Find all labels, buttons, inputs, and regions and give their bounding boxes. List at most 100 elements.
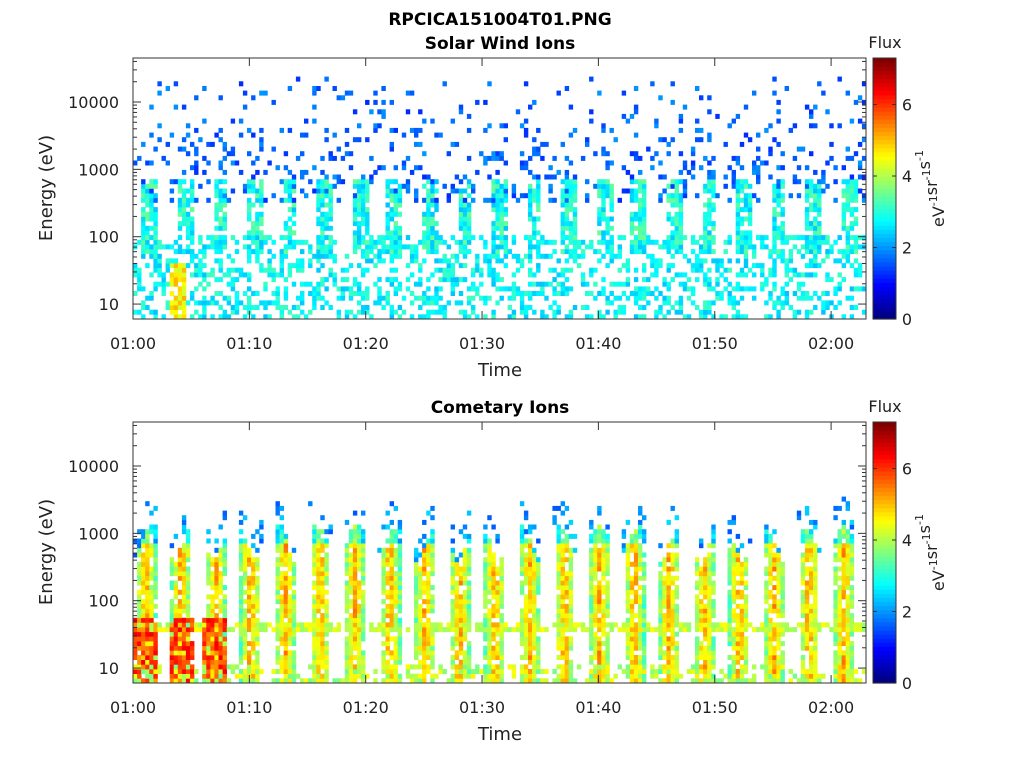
- heatmap-cell: [238, 557, 244, 563]
- heatmap-cell: [287, 267, 293, 273]
- heatmap-cell: [348, 627, 354, 633]
- heatmap-cell: [821, 309, 826, 315]
- heatmap-cell: [340, 95, 346, 101]
- heatmap-cell: [149, 216, 154, 222]
- heatmap-cell: [308, 678, 313, 684]
- heatmap-cell: [597, 183, 602, 189]
- heatmap-cell: [328, 216, 333, 222]
- heatmap-cell: [255, 557, 260, 563]
- heatmap-cell: [357, 225, 362, 231]
- heatmap-cell: [336, 314, 341, 320]
- heatmap-cell: [503, 225, 508, 231]
- heatmap-cell: [715, 277, 720, 283]
- heatmap-cell: [764, 127, 769, 133]
- heatmap-cell: [458, 599, 464, 605]
- heatmap-cell: [365, 305, 370, 310]
- x-tick-label: 01:50: [692, 334, 738, 353]
- heatmap-cell: [283, 197, 289, 203]
- heatmap-cell: [332, 239, 337, 245]
- heatmap-cell: [845, 197, 850, 203]
- heatmap-cell: [841, 193, 846, 199]
- heatmap-cell: [446, 622, 451, 628]
- heatmap-cell: [328, 249, 333, 255]
- heatmap-cell: [352, 561, 358, 567]
- heatmap-cell: [218, 95, 223, 101]
- heatmap-cell: [707, 137, 712, 143]
- heatmap-cell: [804, 314, 810, 320]
- heatmap-cell: [312, 253, 317, 259]
- heatmap-cell: [556, 603, 561, 609]
- heatmap-cell: [185, 627, 191, 633]
- heatmap-cell: [181, 678, 187, 684]
- heatmap-cell: [214, 678, 219, 684]
- heatmap-cell: [532, 585, 537, 591]
- heatmap-cell: [214, 627, 219, 633]
- heatmap-cell: [568, 613, 574, 619]
- heatmap-cell: [523, 599, 529, 605]
- heatmap-cell: [532, 617, 537, 623]
- heatmap-cell: [804, 291, 810, 296]
- heatmap-cell: [707, 197, 712, 203]
- heatmap-cell: [707, 174, 712, 180]
- heatmap-cell: [238, 538, 244, 544]
- heatmap-cell: [560, 230, 565, 236]
- heatmap-cell: [825, 249, 830, 255]
- heatmap-cell: [312, 645, 317, 651]
- heatmap-cell: [491, 571, 496, 577]
- heatmap-cell: [784, 300, 789, 306]
- heatmap-cell: [633, 132, 639, 138]
- heatmap-cell: [601, 529, 606, 535]
- heatmap-cell: [800, 235, 806, 241]
- heatmap-cell: [430, 641, 435, 647]
- heatmap-cell: [837, 258, 842, 264]
- heatmap-cell: [422, 645, 427, 651]
- heatmap-cell: [251, 669, 256, 674]
- heatmap-cell: [629, 603, 635, 609]
- heatmap-cell: [153, 193, 158, 199]
- heatmap-cell: [662, 314, 667, 320]
- heatmap-cell: [552, 678, 557, 684]
- heatmap-cell: [633, 109, 639, 115]
- heatmap-cell: [238, 543, 244, 549]
- heatmap-cell: [458, 594, 464, 600]
- heatmap-cell: [642, 197, 647, 203]
- heatmap-cell: [499, 594, 504, 600]
- heatmap-cell: [157, 81, 162, 87]
- heatmap-cell: [536, 636, 541, 642]
- colorbar-tick-label: 6: [902, 95, 912, 114]
- heatmap-cell: [450, 641, 455, 647]
- heatmap-cell: [389, 533, 394, 539]
- heatmap-cell: [177, 566, 183, 572]
- heatmap-cell: [385, 291, 390, 296]
- heatmap-cell: [300, 309, 305, 315]
- heatmap-cell: [267, 314, 272, 320]
- heatmap-cell: [324, 543, 329, 549]
- heatmap-cell: [418, 141, 423, 147]
- heatmap-cell: [389, 529, 394, 535]
- heatmap-cell: [462, 561, 468, 567]
- heatmap-cell: [214, 622, 219, 628]
- heatmap-cell: [601, 622, 606, 628]
- heatmap-cell: [564, 613, 570, 619]
- heatmap-cell: [385, 510, 390, 516]
- heatmap-cell: [462, 230, 468, 236]
- heatmap-cell: [214, 631, 219, 637]
- heatmap-cell: [169, 561, 175, 567]
- heatmap-cell: [528, 197, 533, 203]
- heatmap-cell: [308, 179, 313, 185]
- heatmap-cell: [190, 188, 195, 194]
- heatmap-cell: [532, 673, 537, 679]
- heatmap-cell: [173, 659, 179, 665]
- heatmap-cell: [519, 571, 525, 577]
- heatmap-cell: [568, 580, 574, 586]
- heatmap-cell: [483, 239, 488, 245]
- heatmap-cell: [564, 533, 570, 539]
- heatmap-cell: [185, 529, 191, 535]
- heatmap-cell: [357, 207, 362, 213]
- heatmap-cell: [487, 650, 492, 656]
- heatmap-cell: [458, 636, 464, 642]
- heatmap-cell: [344, 645, 350, 651]
- heatmap-cell: [491, 179, 496, 185]
- heatmap-cell: [177, 207, 183, 213]
- heatmap-cell: [536, 538, 541, 544]
